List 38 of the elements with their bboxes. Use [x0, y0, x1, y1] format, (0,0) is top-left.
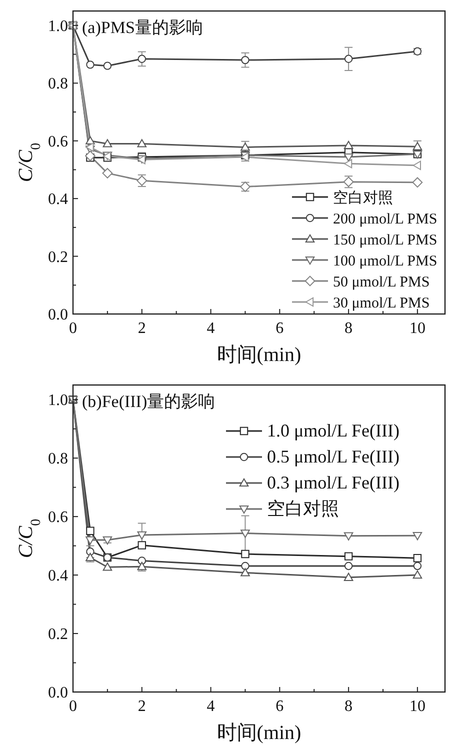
- legend-label: 1.0 μmol/L Fe(III): [267, 420, 400, 440]
- legend-label: 200 μmol/L PMS: [333, 212, 438, 228]
- x-tick-label: 10: [409, 320, 426, 337]
- x-tick-label: 0: [69, 320, 77, 337]
- y-tick-label: 0.6: [48, 509, 68, 526]
- y-tick-label: 0.8: [48, 450, 68, 468]
- x-axis-title: 时间(min): [216, 722, 302, 744]
- text: 0.0: [48, 306, 68, 324]
- legend-label: 150 μmol/L PMS: [333, 232, 438, 248]
- legend-label: 空白对照: [267, 498, 339, 518]
- x-tick-label: 8: [344, 320, 353, 337]
- x-tick-label: 8: [344, 698, 353, 715]
- x-axis-title: 时间(min): [216, 344, 302, 366]
- legend-label: 100 μmol/L PMS: [333, 254, 438, 270]
- chart-title: (a)PMS量的影响: [82, 18, 203, 37]
- x-tick-label: 2: [138, 698, 146, 715]
- x-tick-label: 6: [276, 320, 284, 337]
- legend-label: 30 μmol/L PMS: [333, 296, 430, 312]
- y-tick-label: 0.4: [48, 191, 68, 208]
- x-tick-label: 10: [409, 698, 426, 715]
- y-tick-label: 0.6: [48, 133, 68, 150]
- y-tick-label: 0.8: [48, 76, 68, 93]
- y-tick-label: 1.0: [48, 18, 68, 35]
- text: 0.0: [48, 684, 68, 702]
- y-tick-label: 0.4: [48, 568, 68, 585]
- y-tick-label: 0.2: [48, 626, 68, 644]
- chart-title: (b)Fe(III)量的影响: [82, 392, 216, 411]
- x-tick-label: 6: [276, 698, 284, 715]
- legend-label: 0.3 μmol/L Fe(III): [267, 472, 400, 492]
- x-tick-label: 4: [206, 698, 215, 715]
- legend-label: 0.5 μmol/L Fe(III): [267, 446, 400, 466]
- legend-label: 50 μmol/L PMS: [333, 274, 430, 290]
- x-tick-label: 4: [206, 320, 215, 337]
- y-tick-label: 1.0: [48, 392, 68, 410]
- legend-label: 空白对照: [333, 190, 393, 206]
- y-tick-label: 0.2: [48, 248, 68, 266]
- x-tick-label: 0: [69, 698, 77, 715]
- x-tick-label: 2: [138, 320, 146, 337]
